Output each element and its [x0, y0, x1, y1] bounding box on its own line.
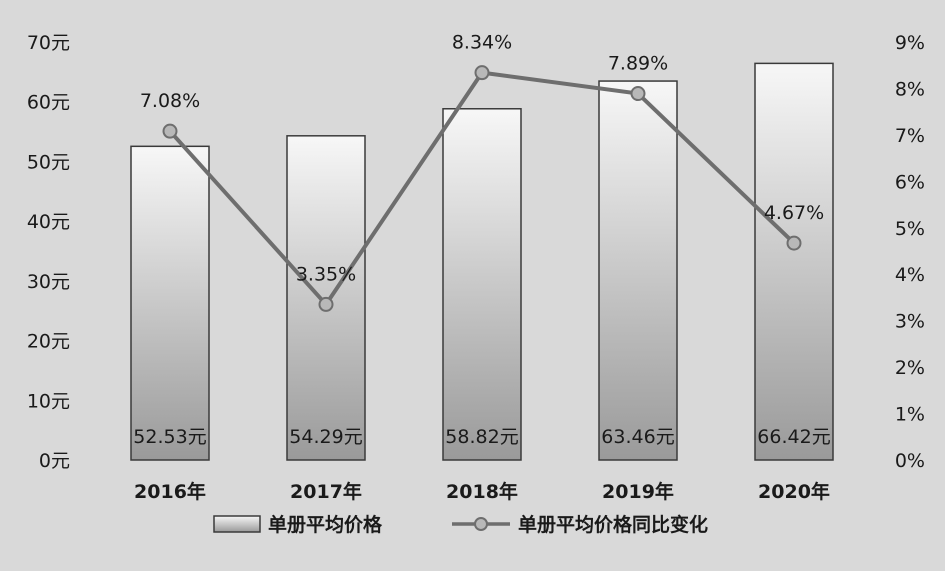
x-axis-category-label: 2017年	[290, 480, 362, 503]
right-axis-tick-label: 4%	[895, 264, 925, 286]
right-axis-tick-label: 8%	[895, 78, 925, 100]
line-data-label: 3.35%	[296, 263, 356, 285]
left-axis-tick-label: 60元	[27, 92, 70, 114]
x-axis-category-label: 2016年	[134, 480, 206, 503]
bar	[754, 62, 834, 461]
right-axis-tick-label: 9%	[895, 32, 925, 54]
bar-data-label: 63.46元	[601, 426, 674, 448]
left-axis-tick-label: 40元	[27, 211, 70, 233]
right-axis-tick-label: 0%	[895, 450, 925, 472]
line-data-labels: 7.08% 3.35% 8.34% 7.89% 4.67%	[140, 32, 824, 286]
left-y-axis: 0元 10元 20元 30元 40元 50元 60元 70元	[27, 32, 70, 472]
x-axis-category-label: 2018年	[446, 480, 518, 503]
bar-data-labels: 52.53元 54.29元 58.82元 63.46元 66.42元	[133, 426, 830, 448]
line-data-label: 7.89%	[608, 53, 668, 75]
left-axis-tick-label: 30元	[27, 271, 70, 293]
left-axis-tick-label: 0元	[39, 450, 70, 472]
legend-bar-label: 单册平均价格	[268, 513, 383, 536]
legend-bar-swatch	[213, 515, 261, 533]
x-axis-category-label: 2020年	[758, 480, 830, 503]
bar-data-label: 54.29元	[289, 426, 362, 448]
right-axis-tick-label: 7%	[895, 125, 925, 147]
legend-line-marker	[474, 517, 488, 531]
right-axis-tick-label: 3%	[895, 311, 925, 333]
right-axis-tick-label: 1%	[895, 404, 925, 426]
line-series	[162, 65, 802, 312]
right-axis-tick-label: 5%	[895, 218, 925, 240]
bar	[442, 108, 522, 461]
line-point	[474, 65, 490, 81]
line-data-label: 4.67%	[764, 202, 824, 224]
x-axis-category-label: 2019年	[602, 480, 674, 503]
line-data-label: 8.34%	[452, 32, 512, 54]
line-data-label: 7.08%	[140, 90, 200, 112]
line-point	[162, 123, 178, 139]
left-axis-tick-label: 50元	[27, 151, 70, 173]
right-axis-tick-label: 6%	[895, 171, 925, 193]
bar-data-label: 66.42元	[757, 426, 830, 448]
line-point	[786, 235, 802, 251]
left-axis-tick-label: 20元	[27, 331, 70, 353]
left-axis-tick-label: 10元	[27, 390, 70, 412]
line-point	[630, 86, 646, 102]
x-axis: 2016年 2017年 2018年 2019年 2020年	[134, 480, 830, 503]
legend-line-label: 单册平均价格同比变化	[518, 513, 708, 536]
legend: 单册平均价格 单册平均价格同比变化	[213, 513, 708, 536]
right-y-axis: 0% 1% 2% 3% 4% 5% 6% 7% 8% 9%	[895, 32, 925, 472]
bar-data-label: 52.53元	[133, 426, 206, 448]
left-axis-tick-label: 70元	[27, 32, 70, 54]
right-axis-tick-label: 2%	[895, 357, 925, 379]
bar	[598, 80, 678, 461]
bar-data-label: 58.82元	[445, 426, 518, 448]
line-point	[318, 296, 334, 312]
bar	[130, 145, 210, 461]
